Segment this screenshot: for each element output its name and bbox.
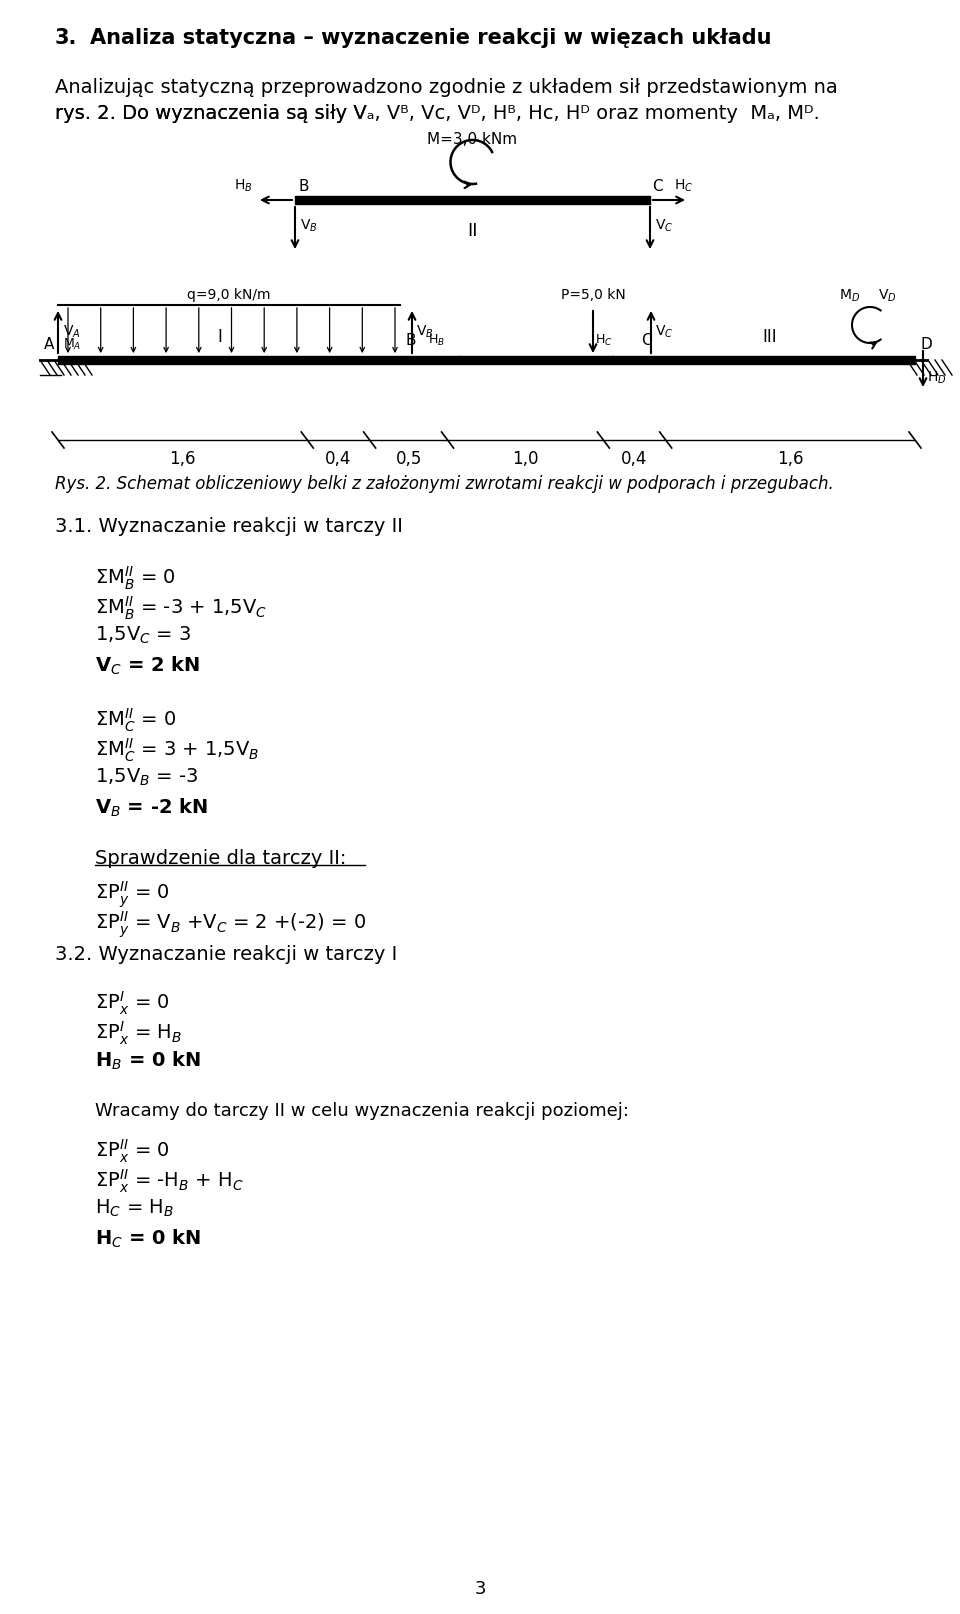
Text: H$_B$ = 0 kN: H$_B$ = 0 kN (95, 1051, 202, 1072)
Text: 3.1. Wyznaczanie reakcji w tarczy II: 3.1. Wyznaczanie reakcji w tarczy II (55, 516, 403, 536)
Text: Rys. 2. Schemat obliczeniowy belki z założonymi zwrotami reakcji w podporach i p: Rys. 2. Schemat obliczeniowy belki z zał… (55, 475, 833, 492)
Text: V$_C$: V$_C$ (655, 218, 673, 234)
Text: 3.2. Wyznaczanie reakcji w tarczy I: 3.2. Wyznaczanie reakcji w tarczy I (55, 946, 397, 964)
Text: I: I (218, 328, 223, 345)
Text: Analiza statyczna – wyznaczenie reakcji w więzach układu: Analiza statyczna – wyznaczenie reakcji … (90, 27, 772, 48)
Text: C: C (652, 179, 662, 194)
Text: 1,6: 1,6 (169, 450, 196, 468)
Text: 3.: 3. (55, 27, 78, 48)
Text: H$_C$: H$_C$ (674, 178, 693, 194)
Text: rys. 2. Do wyznaczenia są siły V: rys. 2. Do wyznaczenia są siły V (55, 103, 367, 123)
Text: H$_B$: H$_B$ (428, 332, 445, 349)
Text: Wracamy do tarczy II w celu wyznaczenia reakcji poziomej:: Wracamy do tarczy II w celu wyznaczenia … (95, 1102, 629, 1120)
Text: $\Sigma$P$_x^{I}$ = 0: $\Sigma$P$_x^{I}$ = 0 (95, 989, 170, 1017)
Text: V$_B$: V$_B$ (416, 324, 434, 341)
Text: 1,5V$_C$ = 3: 1,5V$_C$ = 3 (95, 625, 191, 646)
Text: q=9,0 kN/m: q=9,0 kN/m (187, 287, 271, 302)
Text: B: B (299, 179, 309, 194)
Text: V$_C$ = 2 kN: V$_C$ = 2 kN (95, 655, 200, 678)
Text: D: D (920, 337, 932, 352)
Text: B: B (405, 332, 416, 349)
Text: H$_D$: H$_D$ (927, 370, 947, 386)
Text: 1,6: 1,6 (777, 450, 804, 468)
Text: III: III (762, 328, 778, 345)
Text: V$_D$: V$_D$ (877, 287, 897, 305)
Text: M$_A$: M$_A$ (63, 337, 82, 352)
Text: H$_B$: H$_B$ (234, 178, 253, 194)
Text: $\Sigma$M$_B^{II}$ = -3 + 1,5V$_C$: $\Sigma$M$_B^{II}$ = -3 + 1,5V$_C$ (95, 596, 267, 623)
Text: M$_D$: M$_D$ (839, 287, 860, 305)
Text: $\Sigma$P$_x^{II}$ = 0: $\Sigma$P$_x^{II}$ = 0 (95, 1138, 170, 1165)
Text: $\Sigma$P$_y^{II}$ = V$_B$ +V$_C$ = 2 +(-2) = 0: $\Sigma$P$_y^{II}$ = V$_B$ +V$_C$ = 2 +(… (95, 909, 367, 939)
Text: V$_B$: V$_B$ (300, 218, 318, 234)
Text: A: A (43, 337, 54, 352)
Text: M=3,0 kNm: M=3,0 kNm (427, 132, 517, 147)
Text: P=5,0 kN: P=5,0 kN (561, 287, 625, 302)
Text: $\Sigma$M$_C^{II}$ = 0: $\Sigma$M$_C^{II}$ = 0 (95, 707, 176, 734)
Text: $\Sigma$P$_y^{II}$ = 0: $\Sigma$P$_y^{II}$ = 0 (95, 880, 170, 910)
Text: H$_C$ = H$_B$: H$_C$ = H$_B$ (95, 1198, 174, 1219)
Text: $\Sigma$P$_x^{II}$ = -H$_B$ + H$_C$: $\Sigma$P$_x^{II}$ = -H$_B$ + H$_C$ (95, 1169, 244, 1196)
Text: 3: 3 (474, 1580, 486, 1598)
Text: 0,5: 0,5 (396, 450, 421, 468)
Text: 0,4: 0,4 (621, 450, 648, 468)
Text: 1,0: 1,0 (513, 450, 539, 468)
Text: V$_A$: V$_A$ (63, 324, 81, 341)
Text: $\Sigma$M$_C^{II}$ = 3 + 1,5V$_B$: $\Sigma$M$_C^{II}$ = 3 + 1,5V$_B$ (95, 738, 259, 765)
Text: V$_C$: V$_C$ (655, 324, 673, 341)
Text: Analizując statyczną przeprowadzono zgodnie z układem sił przedstawionym na: Analizując statyczną przeprowadzono zgod… (55, 77, 838, 97)
Text: $\Sigma$M$_B^{II}$ = 0: $\Sigma$M$_B^{II}$ = 0 (95, 565, 176, 592)
Text: H$_C$ = 0 kN: H$_C$ = 0 kN (95, 1228, 202, 1251)
Text: 0,4: 0,4 (325, 450, 351, 468)
Text: H$_C$: H$_C$ (595, 332, 613, 349)
Text: rys. 2. Do wyznaczenia są siły Vₐ, Vᴮ, Vᴄ, Vᴰ, Hᴮ, Hᴄ, Hᴰ oraz momenty  Mₐ, Mᴰ.: rys. 2. Do wyznaczenia są siły Vₐ, Vᴮ, V… (55, 103, 820, 123)
Text: V$_B$ = -2 kN: V$_B$ = -2 kN (95, 797, 208, 820)
Text: C: C (641, 332, 652, 349)
Text: II: II (468, 223, 478, 240)
Text: Sprawdzenie dla tarczy II:: Sprawdzenie dla tarczy II: (95, 849, 347, 868)
Text: $\Sigma$P$_x^{I}$ = H$_B$: $\Sigma$P$_x^{I}$ = H$_B$ (95, 1020, 182, 1047)
Text: 1,5V$_B$ = -3: 1,5V$_B$ = -3 (95, 767, 198, 788)
